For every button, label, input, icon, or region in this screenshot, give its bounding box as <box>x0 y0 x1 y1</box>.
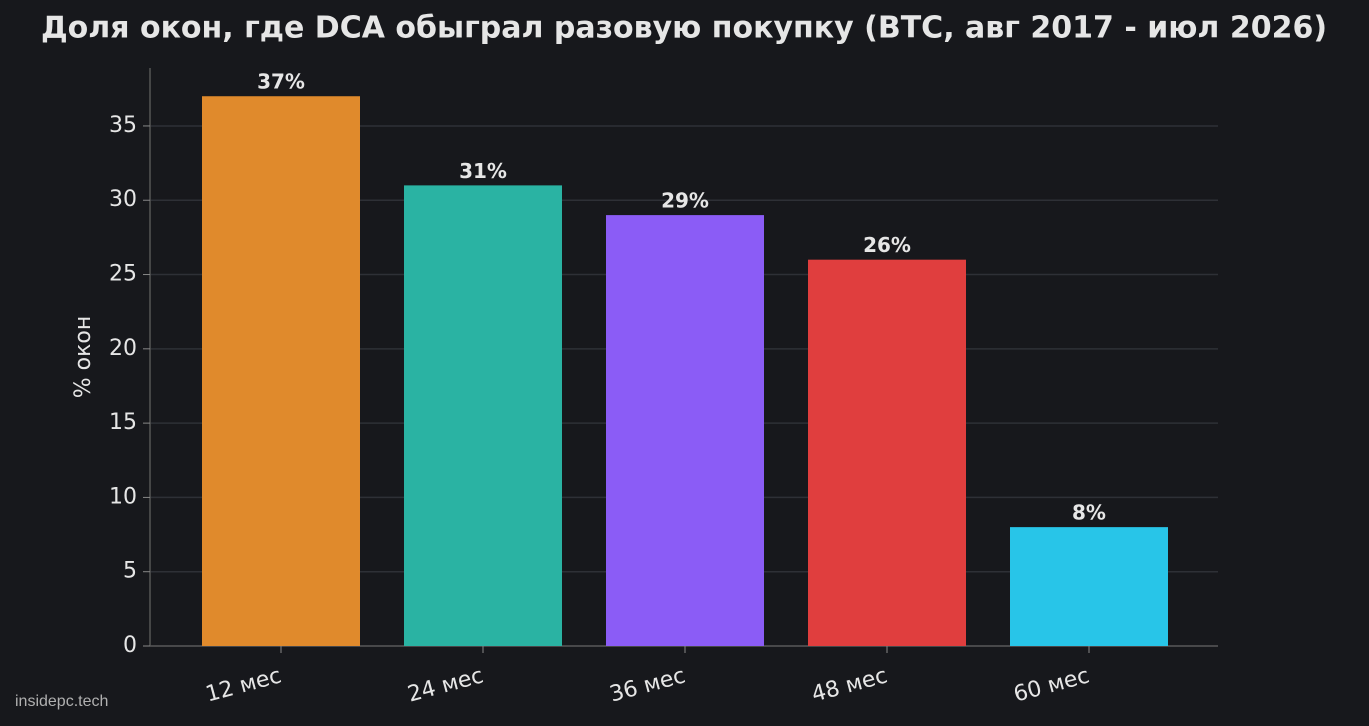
bar <box>404 185 562 646</box>
source: insidepc.tech <box>15 693 108 710</box>
bar <box>808 259 966 646</box>
value-label: 26% <box>863 233 911 257</box>
y-tick-label: 30 <box>109 187 137 212</box>
y-tick-label: 15 <box>109 410 137 435</box>
y-tick-label: 35 <box>109 113 137 138</box>
y-axis-label: % окон <box>71 316 96 399</box>
bar <box>1010 527 1168 646</box>
y-tick-label: 5 <box>123 559 137 584</box>
y-tick-label: 25 <box>109 262 137 287</box>
chart-title: Доля окон, где DCA обыграл разовую покуп… <box>41 11 1327 46</box>
y-tick-label: 20 <box>109 336 137 361</box>
value-label: 31% <box>459 159 507 183</box>
bar <box>606 215 764 646</box>
value-label: 8% <box>1072 501 1106 525</box>
y-tick-label: 0 <box>123 633 137 658</box>
y-tick-label: 10 <box>109 484 137 509</box>
bar <box>202 96 360 646</box>
value-label: 37% <box>257 70 305 94</box>
value-label: 29% <box>661 189 709 213</box>
